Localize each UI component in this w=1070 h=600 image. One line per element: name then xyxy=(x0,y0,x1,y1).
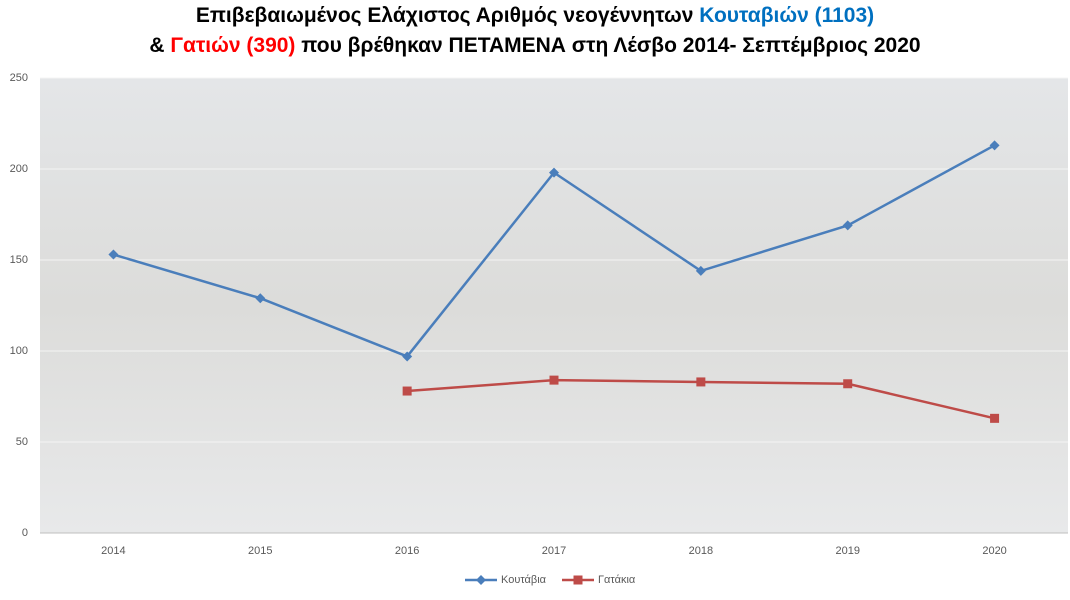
x-tick-label: 2014 xyxy=(101,545,125,557)
point xyxy=(843,379,853,389)
point xyxy=(989,140,1000,151)
point xyxy=(476,575,486,585)
x-tick-label: 2016 xyxy=(395,545,419,557)
x-tick-label: 2015 xyxy=(248,545,272,557)
y-tick-label: 100 xyxy=(10,345,28,357)
point xyxy=(695,265,706,276)
point xyxy=(696,377,706,387)
legend-label: Κουτάβια xyxy=(501,574,547,586)
title-part: Κουταβιών (1103) xyxy=(699,4,874,27)
plot-background xyxy=(40,78,1068,533)
title-part: που βρέθηκαν ΠΕΤΑΜΕΝΑ στη Λέσβο 2014- Σε… xyxy=(295,34,920,57)
y-tick-label: 250 xyxy=(10,72,28,84)
y-tick-label: 0 xyxy=(22,527,28,539)
point xyxy=(549,167,559,178)
y-tick-label: 200 xyxy=(10,163,28,175)
legend-label: Γατάκια xyxy=(598,574,636,586)
point xyxy=(402,386,412,396)
point xyxy=(402,351,413,362)
point xyxy=(990,413,1000,423)
title-part: Επιβεβαιωμένος Ελάχιστος Αριθμός νεογένν… xyxy=(196,4,699,27)
point xyxy=(573,575,583,585)
x-tick-label: 2018 xyxy=(689,545,713,557)
y-tick-label: 50 xyxy=(16,436,28,448)
x-tick-label: 2020 xyxy=(982,545,1006,557)
title-part: Γατιών (390) xyxy=(170,34,295,57)
title-part: & xyxy=(149,34,170,57)
x-tick-label: 2019 xyxy=(835,545,859,557)
chart-title: Επιβεβαιωμένος Ελάχιστος Αριθμός νεογένν… xyxy=(149,4,920,57)
title-line: & Γατιών (390) που βρέθηκαν ΠΕΤΑΜΕΝΑ στη… xyxy=(149,34,920,57)
x-tick-label: 2017 xyxy=(542,545,566,557)
title-line: Επιβεβαιωμένος Ελάχιστος Αριθμός νεογένν… xyxy=(196,4,874,27)
point xyxy=(108,249,119,260)
y-tick-label: 150 xyxy=(10,254,28,266)
point xyxy=(255,293,266,304)
point xyxy=(842,220,853,231)
point xyxy=(549,375,559,385)
